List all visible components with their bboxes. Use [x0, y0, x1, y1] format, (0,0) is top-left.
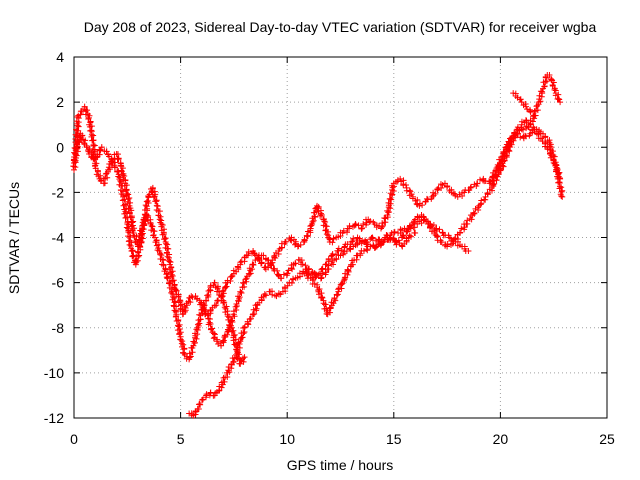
- tick-labels: 0 5 10 15 20 25 -12 -10 -8 -6 -4 -2 0 2 4: [44, 49, 615, 447]
- axis-ticks: [73, 56, 608, 419]
- y-tick-label: -6: [52, 275, 65, 291]
- x-tick-label: 15: [386, 431, 402, 447]
- y-tick-label: -10: [44, 365, 64, 381]
- series-track-b: [70, 130, 419, 349]
- y-tick-label: -4: [52, 230, 65, 246]
- y-tick-label: 4: [56, 49, 64, 65]
- chart-title: Day 208 of 2023, Sidereal Day-to-day VTE…: [84, 19, 597, 35]
- data-markers: [70, 72, 566, 419]
- y-tick-label: -12: [44, 410, 64, 426]
- x-tick-label: 25: [599, 431, 615, 447]
- y-tick-label: 2: [56, 94, 64, 110]
- y-tick-label: -8: [52, 320, 65, 336]
- x-tick-label: 20: [493, 431, 509, 447]
- x-tick-label: 0: [70, 431, 78, 447]
- y-axis-label: SDTVAR / TECUs: [6, 182, 22, 294]
- x-axis-label: GPS time / hours: [287, 457, 394, 473]
- x-tick-label: 10: [279, 431, 295, 447]
- y-tick-label: -2: [52, 184, 65, 200]
- x-tick-label: 5: [177, 431, 185, 447]
- y-tick-label: 0: [56, 139, 64, 155]
- series-track-g: [510, 90, 538, 119]
